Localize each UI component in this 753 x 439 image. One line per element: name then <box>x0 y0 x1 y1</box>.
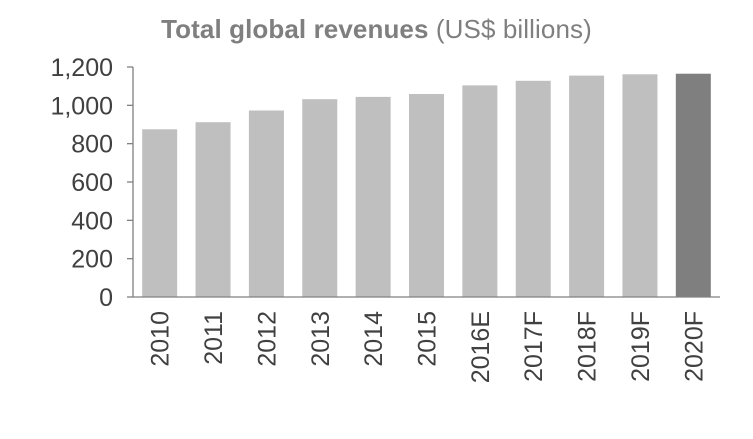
bar-2015 <box>409 94 444 298</box>
y-tick-label: 800 <box>71 131 113 159</box>
x-tick-label: 2011 <box>200 311 228 365</box>
y-tick-label: 0 <box>99 284 113 312</box>
x-tick-label: 2010 <box>147 311 175 367</box>
chart-title: Total global revenues (US$ billions) <box>0 14 753 45</box>
x-tick-label: 2020F <box>680 311 708 382</box>
bar-2014 <box>355 96 391 298</box>
x-tick-label: 2016E <box>467 311 495 383</box>
chart-title-main: Total global revenues <box>161 14 429 44</box>
y-tick-label: 200 <box>71 246 113 274</box>
x-tick-label: 2012 <box>253 311 281 367</box>
y-tick-label: 400 <box>71 207 113 235</box>
x-tick-label: 2018F <box>574 311 602 382</box>
bar-2011 <box>195 122 231 297</box>
x-tick-label: 2014 <box>360 311 388 367</box>
y-tick-label: 1,200 <box>50 54 113 82</box>
y-axis: 0 200 400 600 800 1,000 1,200 <box>50 54 134 312</box>
x-axis: 2010 2011 2012 2013 2014 2015 2016E 2017F 2018F 2… <box>133 296 720 383</box>
bar-2017f <box>515 80 551 297</box>
bar-2019f <box>622 74 658 298</box>
x-tick-label: 2019F <box>627 311 655 382</box>
bar-2013 <box>302 99 338 297</box>
y-tick-label: 600 <box>71 169 113 197</box>
y-tick-label: 1,000 <box>50 92 113 120</box>
x-tick-label: 2015 <box>414 311 442 367</box>
bar-2020f <box>675 73 711 297</box>
chart-title-unit: (US$ billions) <box>435 14 592 44</box>
bar-2016e <box>462 85 498 298</box>
x-tick-label: 2013 <box>307 311 335 367</box>
x-tick-label: 2017F <box>520 311 548 382</box>
bar-2010 <box>142 129 178 297</box>
bar-2012 <box>248 110 284 297</box>
bar-2018f <box>569 75 605 297</box>
bars <box>142 73 711 298</box>
